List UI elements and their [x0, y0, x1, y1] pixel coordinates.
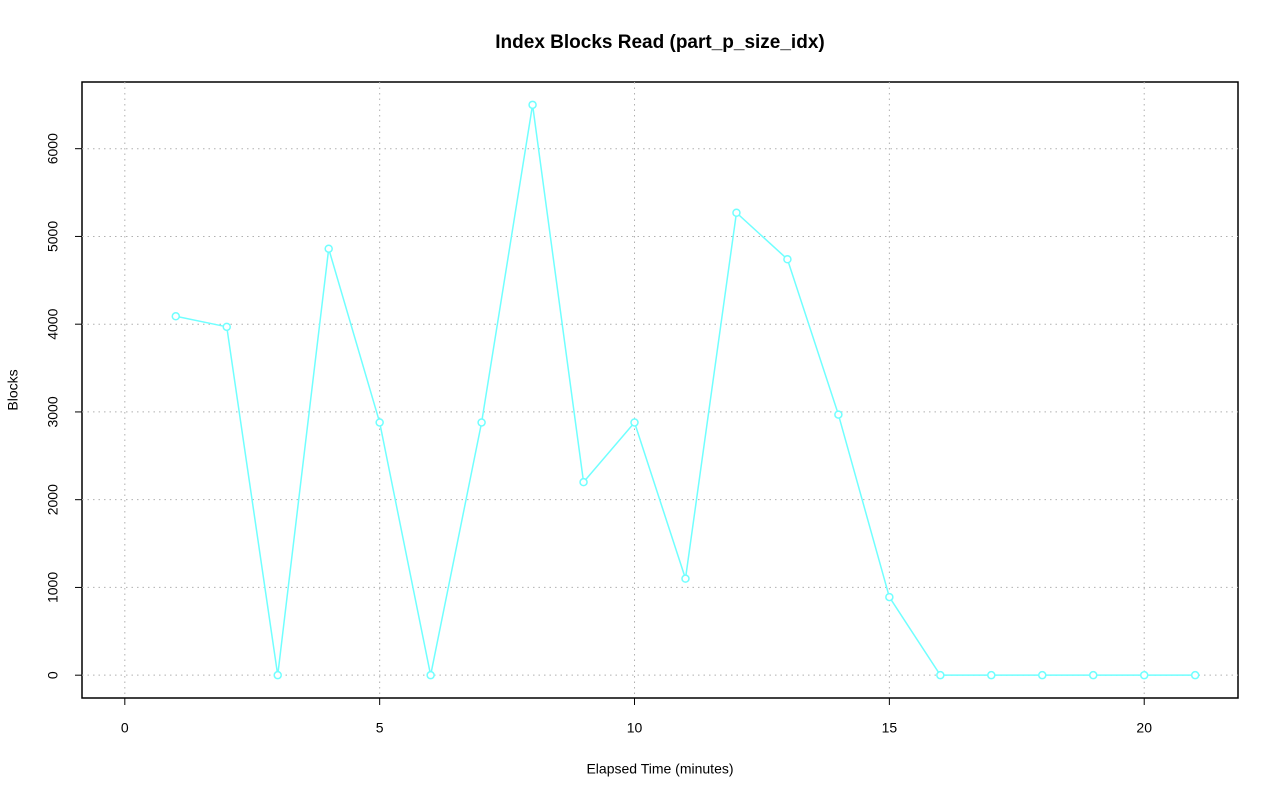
data-point — [222, 322, 232, 332]
data-point — [732, 208, 741, 217]
data-point — [783, 255, 792, 264]
series-line — [175, 104, 1196, 676]
plot-frame — [81, 81, 1239, 699]
y-tick-label: 3000 — [45, 396, 61, 427]
data-point — [885, 592, 894, 602]
data-point — [1088, 670, 1098, 680]
x-tick-label: 10 — [627, 720, 643, 736]
x-tick-label: 5 — [376, 720, 384, 736]
y-tick-label: 4000 — [45, 308, 61, 339]
y-tick-label: 6000 — [45, 133, 61, 164]
y-axis-label: Blocks — [5, 369, 21, 410]
data-point — [426, 670, 435, 680]
x-tick-label: 20 — [1136, 720, 1152, 736]
y-tick-label: 0 — [45, 671, 61, 679]
data-point — [1038, 670, 1047, 680]
data-point — [273, 670, 282, 680]
data-point — [324, 244, 333, 253]
data-point — [681, 574, 690, 583]
data-point — [1139, 670, 1149, 680]
chart-title: Index Blocks Read (part_p_size_idx) — [495, 32, 824, 53]
y-tick-label: 1000 — [45, 572, 61, 603]
y-tick-label: 5000 — [45, 221, 61, 252]
data-point — [528, 100, 537, 110]
data-point — [171, 312, 181, 321]
data-point — [579, 477, 588, 487]
data-point — [834, 410, 843, 419]
data-point — [630, 418, 639, 427]
y-tick-label: 2000 — [45, 484, 61, 515]
x-axis-label: Elapsed Time (minutes) — [586, 761, 733, 777]
data-point — [477, 418, 486, 427]
x-tick-label: 0 — [121, 720, 129, 736]
data-point — [1190, 670, 1200, 680]
x-tick-label: 15 — [882, 720, 898, 736]
data-point — [936, 670, 945, 680]
data-point — [375, 418, 384, 427]
data-point — [987, 670, 996, 680]
